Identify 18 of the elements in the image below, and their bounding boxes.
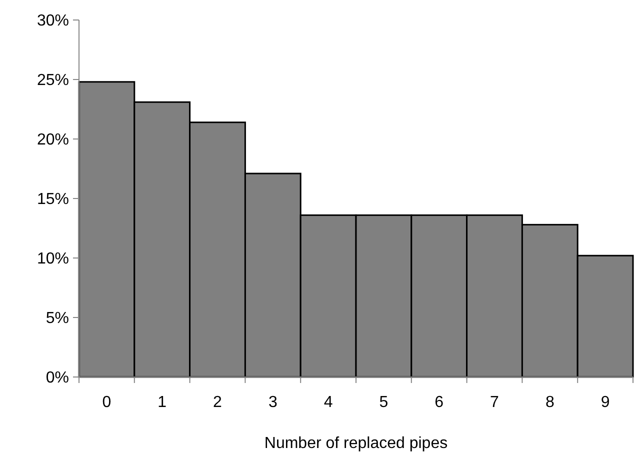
x-tick-label: 5 — [379, 394, 388, 411]
y-tick-label: 20% — [36, 132, 69, 149]
x-tick-label: 0 — [102, 394, 112, 411]
x-axis-title: Number of replaced pipes — [264, 435, 448, 452]
y-tick-label: 25% — [36, 72, 69, 90]
x-tick-label: 9 — [600, 394, 610, 411]
x-tick-label: 7 — [490, 394, 500, 411]
x-tick-label: 1 — [158, 394, 167, 411]
x-tick-label: 6 — [434, 394, 444, 411]
y-tick-label: 0% — [46, 370, 69, 387]
x-tick-label: 4 — [324, 394, 333, 411]
x-tick-label: 8 — [545, 394, 554, 411]
y-tick-label: 5% — [46, 310, 69, 328]
x-tick-label: 3 — [268, 394, 278, 411]
y-tick-label: 30% — [36, 12, 69, 30]
x-tick-label: 2 — [213, 394, 222, 411]
y-tick-label: 15% — [36, 191, 69, 208]
y-tick-label: 10% — [36, 250, 69, 268]
